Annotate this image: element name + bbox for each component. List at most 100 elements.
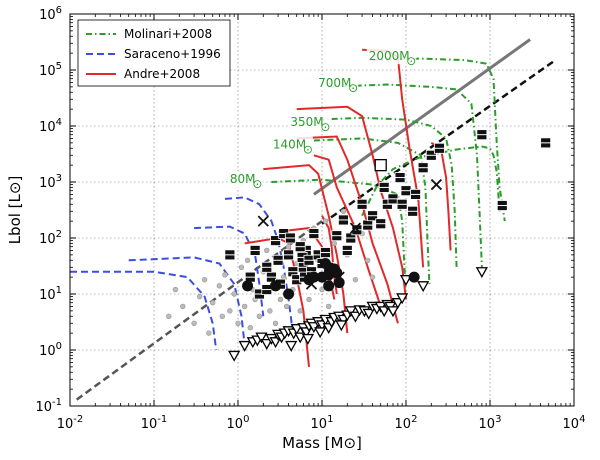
x-tick-label: 101 xyxy=(311,414,334,432)
y-tick-label: 100 xyxy=(39,341,62,359)
grey-dot xyxy=(231,291,237,297)
andre-track xyxy=(296,105,407,300)
triangle-marker xyxy=(255,332,268,344)
reference-line xyxy=(75,220,323,401)
y-tick-label: 103 xyxy=(39,173,62,191)
circle-marker xyxy=(323,280,335,292)
grey-dot xyxy=(210,299,216,306)
molinari-track xyxy=(271,178,407,300)
grey-dot xyxy=(285,243,292,250)
y-tick-label: 106 xyxy=(39,5,62,23)
triangle-marker xyxy=(238,340,251,352)
y-tick-label: 10-1 xyxy=(35,397,62,415)
grey-dot xyxy=(319,286,325,293)
mass-label: 80M xyxy=(230,172,256,186)
grey-dot xyxy=(284,303,290,310)
grey-dot xyxy=(191,320,197,326)
x-tick-label: 102 xyxy=(395,414,418,432)
circle-marker xyxy=(333,277,345,289)
mass-labels: 2000M⊙700M⊙350M⊙140M⊙80M⊙ xyxy=(227,48,417,191)
x-tick-label: 10-2 xyxy=(57,414,84,432)
mass-label-bg xyxy=(288,114,331,130)
grey-dot xyxy=(227,308,233,314)
sun-symbol: ⊙ xyxy=(348,81,358,95)
y-tick-label: 102 xyxy=(39,229,62,247)
grey-dot xyxy=(340,208,347,214)
triangle-marker xyxy=(417,281,430,293)
legend-label: Andre+2008 xyxy=(124,67,200,81)
triangle-marker xyxy=(260,338,273,350)
reference-line xyxy=(321,59,557,225)
grey-dot xyxy=(172,286,179,293)
grey-dot xyxy=(238,264,245,270)
circle-marker xyxy=(283,288,295,300)
triangle-marker xyxy=(335,320,348,332)
triangle-marker xyxy=(307,322,320,334)
molinari-track xyxy=(328,83,483,268)
grey-dot xyxy=(264,247,270,254)
molinari-track xyxy=(313,137,431,285)
triangle-marker xyxy=(475,267,488,279)
x-tick-label: 103 xyxy=(479,414,502,432)
grey-dot xyxy=(235,320,241,326)
mass-label-bg xyxy=(270,136,313,153)
cross-marker xyxy=(430,178,443,191)
grey-dot xyxy=(277,296,284,303)
sun-symbol: ⊙ xyxy=(252,177,262,191)
grey-dot xyxy=(247,325,253,331)
circle-marker xyxy=(242,280,254,292)
saraceno-track xyxy=(224,196,294,334)
x-tick-label: 104 xyxy=(563,414,586,432)
sun-symbol: ⊙ xyxy=(320,120,330,134)
circle-marker xyxy=(319,258,331,270)
molinari-track xyxy=(361,145,501,217)
andre-track xyxy=(263,164,349,334)
x-tick-label: 100 xyxy=(227,414,250,432)
grey-dot xyxy=(331,240,337,247)
legend-label: Molinari+2008 xyxy=(124,27,212,41)
open-square-marker xyxy=(374,158,387,172)
cross-marker xyxy=(257,215,269,227)
triangle-marker xyxy=(349,311,362,323)
grey-dot xyxy=(256,313,263,319)
cross-marker xyxy=(305,278,318,290)
saraceno-track xyxy=(70,270,218,351)
triangle-marker xyxy=(399,275,413,287)
grey-dot xyxy=(267,308,273,314)
y-tick-label: 105 xyxy=(39,61,62,79)
reference-lines xyxy=(75,38,557,401)
y-axis-title: Lbol [L⊙] xyxy=(6,176,24,245)
y-tick-label: 104 xyxy=(39,117,62,135)
triangle-marker xyxy=(314,327,327,339)
circle-marker xyxy=(408,271,420,283)
grey-dot xyxy=(272,320,279,326)
y-tick-label: 101 xyxy=(39,285,62,303)
x-axis-title: Mass [M⊙] xyxy=(282,434,362,452)
sun-symbol: ⊙ xyxy=(303,142,313,156)
triangle-marker xyxy=(344,306,357,318)
x-tick-label: 10-1 xyxy=(141,414,168,432)
grey-dot xyxy=(322,218,329,224)
grey-dot xyxy=(306,296,312,303)
mass-label-bg xyxy=(366,48,417,65)
mass-label-bg xyxy=(316,74,359,91)
triangle-marker xyxy=(396,293,409,305)
legend-label: Saraceno+1996 xyxy=(124,47,221,61)
mass-label: 700M xyxy=(318,76,351,90)
triangle-marker xyxy=(301,333,315,345)
mass-label: 350M xyxy=(290,115,323,129)
triangle-marker xyxy=(228,350,241,362)
grey-dot xyxy=(219,313,225,319)
grey-dot xyxy=(365,257,371,263)
triangle-marker xyxy=(362,308,375,320)
circle-marker xyxy=(270,280,282,292)
evolutionary-tracks xyxy=(70,48,506,367)
cross-marker xyxy=(333,271,345,283)
mass-label-bg xyxy=(227,171,263,188)
triangle-marker xyxy=(386,306,400,318)
grey-dot xyxy=(197,293,203,300)
sun-symbol: ⊙ xyxy=(406,54,416,68)
grey-dot xyxy=(241,303,248,310)
grey-dot xyxy=(180,303,186,310)
grey-dot xyxy=(297,308,303,314)
